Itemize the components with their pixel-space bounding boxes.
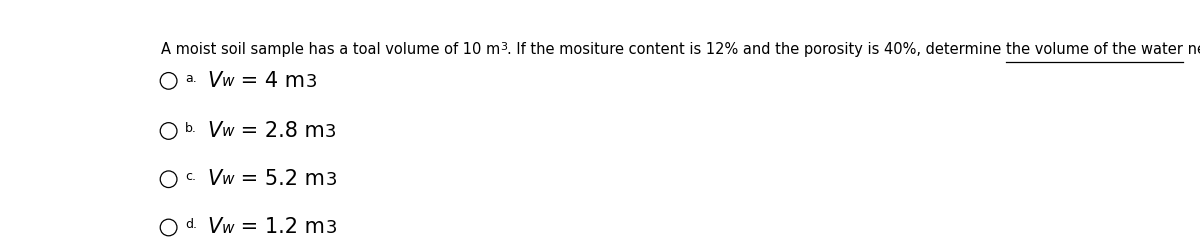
Text: 3: 3 — [325, 171, 337, 189]
Text: = 1.2 m: = 1.2 m — [234, 217, 325, 237]
Text: V: V — [208, 71, 222, 91]
Text: = 2.8 m: = 2.8 m — [234, 121, 325, 141]
Text: c.: c. — [185, 170, 197, 183]
Text: = 4 m: = 4 m — [234, 71, 306, 91]
Text: 3: 3 — [325, 123, 337, 141]
Text: V: V — [208, 169, 222, 189]
Text: . If the mositure content is 12% and the porosity is 40%, determine: . If the mositure content is 12% and the… — [508, 42, 1007, 57]
Text: = 5.2 m: = 5.2 m — [234, 169, 325, 189]
Text: w: w — [222, 221, 234, 236]
Text: d.: d. — [185, 218, 197, 231]
Text: w: w — [222, 172, 234, 187]
Text: w: w — [222, 74, 234, 89]
Text: a.: a. — [185, 72, 197, 85]
Text: V: V — [208, 121, 222, 141]
Text: 3: 3 — [325, 219, 337, 237]
Text: w: w — [222, 124, 234, 139]
Text: A moist soil sample has a toal volume of 10 m: A moist soil sample has a toal volume of… — [161, 42, 500, 57]
Text: 3: 3 — [306, 73, 317, 91]
Text: b.: b. — [185, 122, 197, 135]
Text: V: V — [208, 217, 222, 237]
Text: the volume of the water: the volume of the water — [1007, 42, 1183, 57]
Text: 3: 3 — [500, 42, 508, 52]
Text: needed to saturate this sample?: needed to saturate this sample? — [1183, 42, 1200, 57]
